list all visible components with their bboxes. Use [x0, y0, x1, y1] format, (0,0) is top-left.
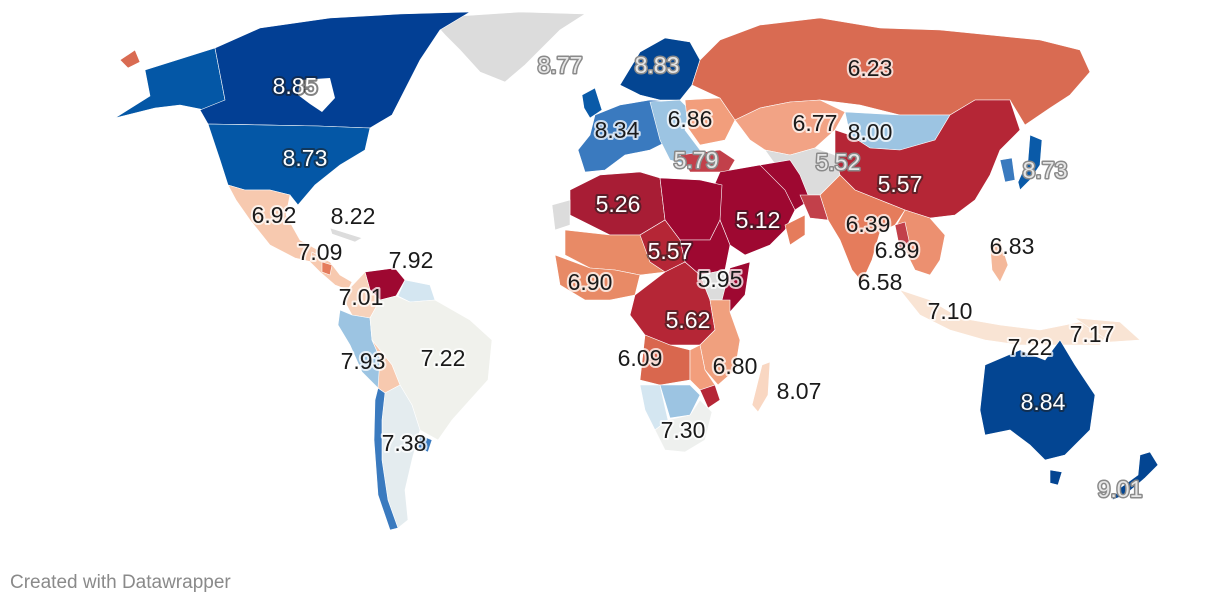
region-value-label: 6.89 [875, 237, 920, 263]
country-canada[interactable] [199, 11, 472, 129]
region-value-label: 6.80 [713, 353, 758, 379]
country-japan[interactable] [1017, 134, 1043, 191]
world-choropleth-map: 8.85 8.73 8.77 8.83 8.34 6.86 6.23 6.77 8.00 5.79… [114, 11, 1159, 531]
region-value-label: 8.34 [595, 117, 640, 143]
region-value-label: 5.95 [698, 266, 743, 292]
region-value-label: 6.09 [618, 345, 663, 371]
region-value-label: 7.92 [389, 247, 434, 273]
country-australia[interactable] [979, 339, 1096, 461]
country-cuba[interactable] [329, 227, 363, 243]
country-uruguay[interactable] [417, 434, 433, 453]
country-western-sahara[interactable] [551, 199, 571, 231]
region-value-label: 5.12 [736, 207, 781, 233]
region-value-label: 6.92 [252, 202, 297, 228]
country-chukotka[interactable] [119, 49, 141, 69]
region-value-label: 5.79 [674, 147, 719, 173]
region-value-label: 7.10 [928, 298, 973, 324]
region-value-label: 7.38 [382, 430, 427, 456]
country-east-africa[interactable] [699, 299, 741, 386]
landmasses [114, 11, 1159, 531]
region-value-label: 6.58 [858, 269, 903, 295]
region-value-label: 8.77 [538, 52, 583, 78]
region-value-label: 7.01 [339, 284, 384, 310]
country-uk[interactable] [581, 87, 603, 119]
region-value-label: 8.83 [635, 52, 680, 78]
region-value-label: 6.83 [990, 233, 1035, 259]
country-myanmar[interactable] [894, 221, 911, 251]
region-value-label: 7.17 [1070, 321, 1115, 347]
region-value-label: 5.57 [648, 238, 693, 264]
country-tasmania[interactable] [1049, 469, 1063, 486]
region-value-label: 5.62 [666, 307, 711, 333]
country-papua-new-guinea[interactable] [1073, 317, 1141, 343]
country-greenland[interactable] [429, 11, 586, 83]
country-korea[interactable] [999, 157, 1016, 183]
region-value-label: 7.93 [341, 348, 386, 374]
country-chile[interactable] [373, 387, 399, 531]
region-value-label: 6.39 [846, 211, 891, 237]
value-labels: 8.85 8.73 8.77 8.83 8.34 6.86 6.23 6.77 8.00 5.79… [250, 51, 1144, 504]
region-value-label: 7.22 [421, 345, 466, 371]
region-value-label: 8.85 [273, 73, 318, 99]
country-oman[interactable] [784, 214, 806, 246]
region-value-label: 7.09 [298, 239, 343, 265]
country-mexico[interactable] [227, 184, 319, 263]
country-turkey[interactable] [679, 149, 736, 173]
region-value-label: 8.73 [1023, 157, 1068, 183]
region-value-label: 6.86 [668, 106, 713, 132]
region-value-label: 6.77 [793, 110, 838, 136]
country-new-zealand[interactable] [1111, 451, 1159, 501]
country-madagascar[interactable] [751, 361, 771, 413]
country-south-africa[interactable] [654, 399, 713, 453]
country-zimbabwe[interactable] [699, 384, 721, 409]
country-pakistan[interactable] [799, 194, 829, 221]
region-value-label: 5.52 [816, 149, 861, 175]
country-philippines[interactable] [989, 239, 1009, 283]
region-value-label: 5.57 [878, 171, 923, 197]
region-value-label: 7.22 [1008, 334, 1053, 360]
datawrapper-credit[interactable]: Created with Datawrapper [10, 572, 231, 593]
country-somalia[interactable] [721, 261, 751, 313]
country-guianas[interactable] [397, 279, 436, 303]
region-value-label: 6.90 [568, 269, 613, 295]
region-value-label: 8.00 [848, 119, 893, 145]
region-value-label: 9.01 [1098, 476, 1143, 502]
region-value-label: 6.23 [848, 55, 893, 81]
country-nicaragua[interactable] [321, 261, 333, 276]
region-value-label: 7.30 [661, 417, 706, 443]
region-value-label: 8.22 [331, 203, 376, 229]
region-value-label: 8.07 [777, 378, 822, 404]
region-value-label: 8.84 [1021, 389, 1066, 415]
country-india[interactable] [819, 174, 906, 283]
country-botswana[interactable] [659, 384, 701, 419]
region-value-label: 8.73 [283, 145, 328, 171]
region-value-label: 5.26 [596, 191, 641, 217]
